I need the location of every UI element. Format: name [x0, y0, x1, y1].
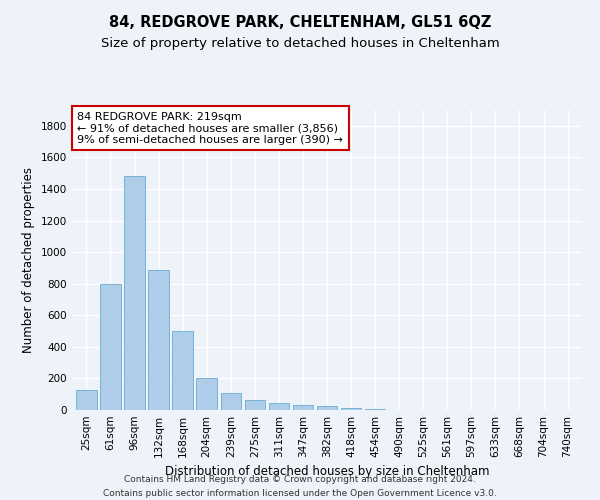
Bar: [245, 400, 265, 410]
Bar: [124, 176, 145, 410]
Bar: [365, 409, 385, 410]
Text: Size of property relative to detached houses in Cheltenham: Size of property relative to detached ho…: [101, 38, 499, 51]
Y-axis label: Number of detached properties: Number of detached properties: [22, 167, 35, 353]
Bar: [100, 284, 121, 410]
Text: 84 REDGROVE PARK: 219sqm
← 91% of detached houses are smaller (3,856)
9% of semi: 84 REDGROVE PARK: 219sqm ← 91% of detach…: [77, 112, 343, 144]
Bar: [172, 332, 193, 410]
Bar: [293, 405, 313, 410]
X-axis label: Distribution of detached houses by size in Cheltenham: Distribution of detached houses by size …: [165, 466, 489, 478]
Bar: [221, 394, 241, 410]
Bar: [148, 270, 169, 410]
Bar: [196, 378, 217, 410]
Bar: [269, 404, 289, 410]
Text: 84, REDGROVE PARK, CHELTENHAM, GL51 6QZ: 84, REDGROVE PARK, CHELTENHAM, GL51 6QZ: [109, 15, 491, 30]
Bar: [76, 390, 97, 410]
Bar: [317, 406, 337, 410]
Text: Contains HM Land Registry data © Crown copyright and database right 2024.
Contai: Contains HM Land Registry data © Crown c…: [103, 476, 497, 498]
Bar: [341, 408, 361, 410]
